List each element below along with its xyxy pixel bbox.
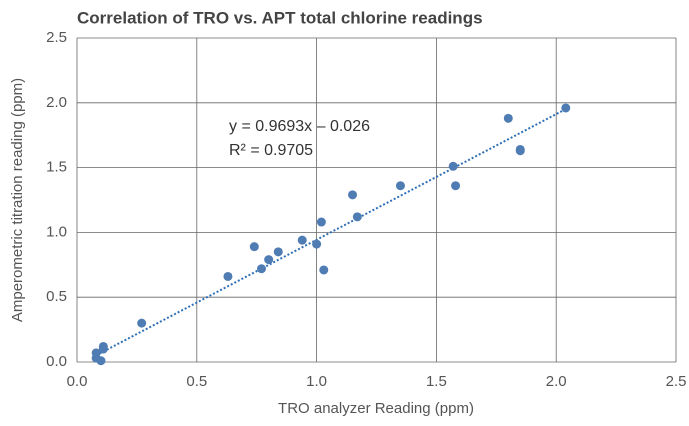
point: [515, 146, 525, 156]
x-tick-label: 1.5: [426, 373, 447, 390]
trend-equation: y = 0.9693x – 0.026: [229, 118, 370, 135]
y-tick-label: 0.5: [46, 288, 67, 305]
point: [352, 212, 362, 222]
x-tick-label: 2.5: [666, 373, 687, 390]
point: [264, 255, 274, 265]
y-tick-label: 2.5: [46, 29, 67, 46]
x-axis-label: TRO analyzer Reading (ppm): [278, 400, 474, 417]
point: [451, 181, 461, 191]
point: [256, 264, 266, 274]
x-tick-label: 0.0: [67, 373, 88, 390]
point: [319, 265, 329, 275]
point: [395, 181, 405, 191]
point: [561, 103, 571, 113]
y-tick-label: 1.0: [46, 223, 67, 240]
trend-r2: R² = 0.9705: [229, 142, 313, 159]
x-tick-label: 0.5: [186, 373, 207, 390]
point: [503, 113, 513, 123]
point: [316, 217, 326, 227]
point: [448, 161, 458, 171]
point: [297, 235, 307, 245]
point: [96, 356, 106, 366]
point: [249, 242, 259, 252]
point: [312, 239, 322, 249]
point: [223, 271, 233, 281]
chart-title: Correlation of TRO vs. APT total chlorin…: [77, 8, 483, 27]
trendline: [95, 108, 567, 357]
y-tick-label: 0.0: [46, 353, 67, 370]
y-tick-label: 2.0: [46, 94, 67, 111]
x-tick-label: 1.0: [306, 373, 327, 390]
y-tick-label: 1.5: [46, 159, 67, 176]
point: [273, 247, 283, 257]
point: [98, 341, 108, 351]
x-tick-label: 2.0: [546, 373, 567, 390]
y-axis-label: Amperometric titration reading (ppm): [9, 78, 26, 322]
point: [348, 190, 358, 200]
point: [137, 318, 147, 328]
